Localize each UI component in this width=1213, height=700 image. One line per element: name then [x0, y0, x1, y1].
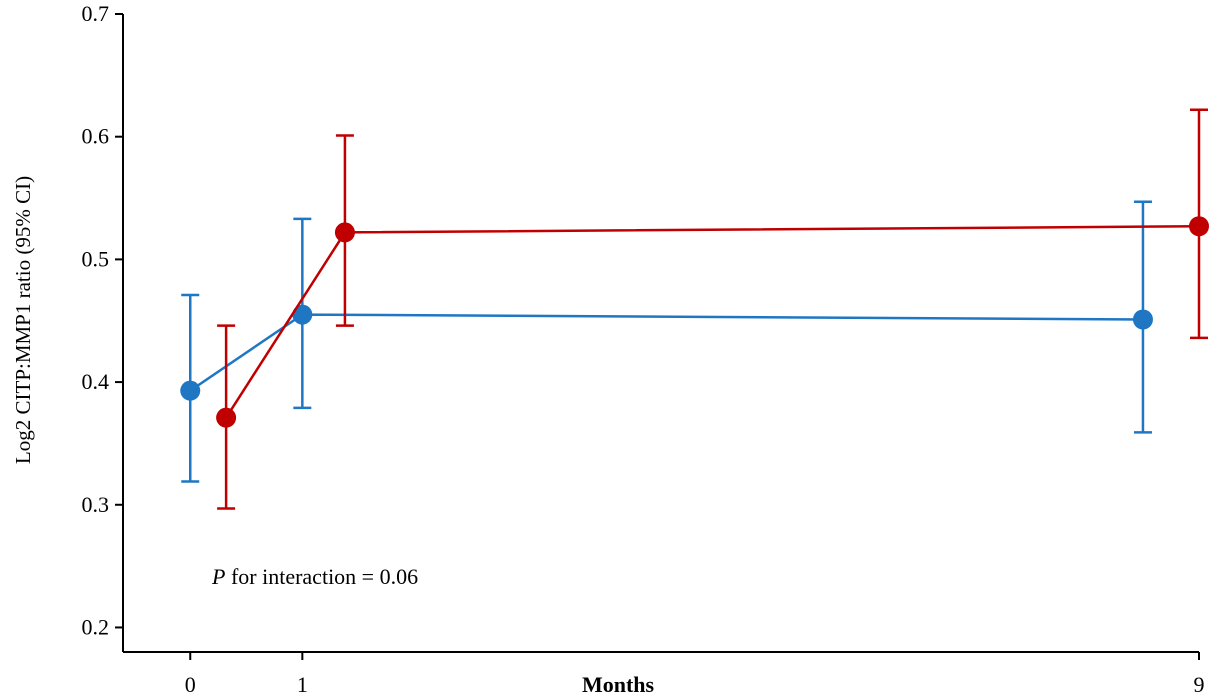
- y-tick-label: 0.5: [82, 246, 110, 271]
- series-layer: [180, 110, 1209, 509]
- data-point: [1133, 310, 1153, 330]
- interaction-p-value-annotation: P for interaction = 0.06: [211, 564, 418, 589]
- y-axis-label: Log2 CITP:MMP1 ratio (95% CI): [11, 176, 35, 464]
- data-point: [216, 408, 236, 428]
- y-tick-label: 0.6: [82, 124, 110, 149]
- annotation-p-italic: P: [211, 564, 225, 589]
- series-1: [180, 202, 1153, 482]
- annotation-text: for interaction = 0.06: [225, 564, 418, 589]
- x-tick-label: 9: [1194, 672, 1205, 697]
- data-point: [1189, 216, 1209, 236]
- series-line: [226, 226, 1199, 417]
- x-axis-label: Months: [582, 672, 655, 697]
- series-2: [216, 110, 1209, 509]
- y-tick-label: 0.2: [82, 614, 110, 639]
- x-tick-label: 0: [185, 672, 196, 697]
- y-tick-label: 0.7: [82, 1, 110, 26]
- series-line: [190, 315, 1143, 391]
- y-tick-label: 0.3: [82, 492, 110, 517]
- data-point: [335, 222, 355, 242]
- data-point: [180, 381, 200, 401]
- x-tick-label: 1: [297, 672, 308, 697]
- y-tick-label: 0.4: [82, 369, 110, 394]
